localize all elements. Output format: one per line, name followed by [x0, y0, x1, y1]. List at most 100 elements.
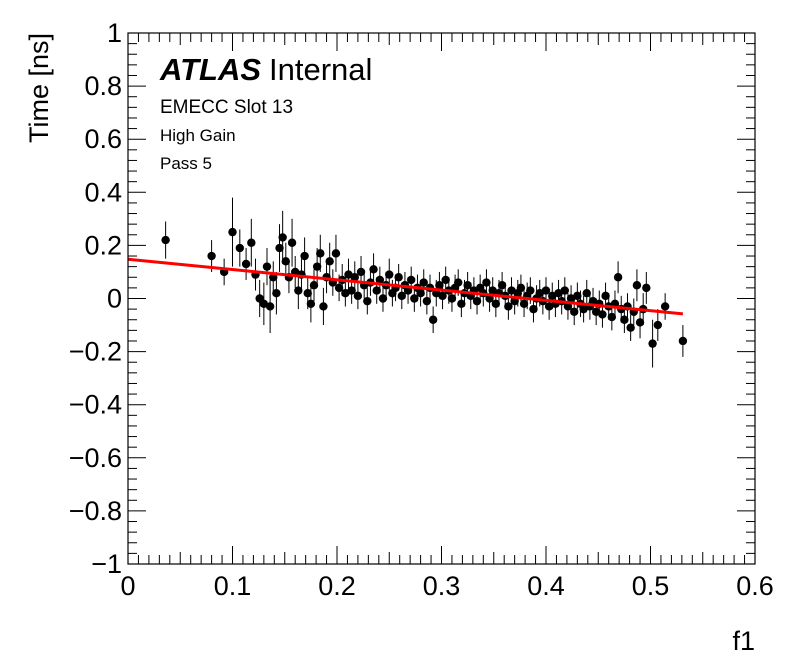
- data-point: [441, 275, 450, 285]
- fit-line: [127, 257, 684, 316]
- data-point: [566, 294, 576, 303]
- x-tick-label: 0.3: [423, 571, 461, 601]
- x-tick-label: 0.1: [214, 571, 252, 601]
- data-point: [394, 273, 403, 282]
- data-point: [410, 294, 419, 303]
- data-point: [516, 283, 526, 293]
- data-point: [272, 288, 281, 298]
- y-tick-label: −0.6: [69, 443, 122, 473]
- data-point: [341, 288, 350, 298]
- data-point: [363, 296, 372, 306]
- data-point: [303, 288, 312, 298]
- y-tick-label: 1: [107, 18, 122, 48]
- data-point: [378, 294, 388, 303]
- data-point: [579, 304, 588, 314]
- data-point: [457, 299, 466, 309]
- data-point: [454, 278, 463, 287]
- data-point: [560, 286, 570, 295]
- data-point: [275, 243, 284, 253]
- plot-frame: [127, 32, 756, 565]
- status-text: Internal: [269, 52, 372, 87]
- data-point: [331, 249, 341, 258]
- data-point: [507, 286, 516, 295]
- data-point: [601, 291, 610, 301]
- y-tick-label: −0.4: [69, 390, 122, 420]
- data-point: [207, 251, 216, 261]
- data-point: [548, 291, 557, 301]
- data-point: [419, 278, 428, 287]
- data-point: [588, 296, 598, 306]
- annotation-line-3: Pass 5: [160, 154, 212, 173]
- x-tick-label: 0.5: [632, 571, 670, 601]
- data-point: [529, 304, 538, 314]
- data-point: [491, 299, 501, 309]
- data-point: [660, 302, 670, 311]
- data-point: [519, 299, 529, 309]
- data-point: [265, 302, 275, 311]
- data-point: [416, 288, 425, 298]
- experiment-label: ATLAS Internal: [159, 52, 372, 87]
- data-point: [281, 257, 290, 266]
- data-point: [607, 312, 617, 322]
- data-point: [541, 286, 551, 295]
- annotation-line-2: High Gain: [160, 126, 236, 145]
- data-point: [544, 302, 554, 311]
- data-point: [312, 262, 322, 271]
- x-axis-label: f1: [732, 626, 755, 656]
- data-point: [259, 299, 269, 309]
- data-point: [385, 270, 394, 279]
- data-point: [626, 323, 635, 332]
- y-tick-label: 0: [107, 284, 122, 314]
- data-point: [570, 307, 579, 316]
- data-point: [463, 281, 472, 290]
- x-tick-label: 0: [120, 571, 135, 601]
- x-tick-label: 0.6: [736, 571, 774, 601]
- data-point: [582, 288, 591, 298]
- x-tick-labels: 0 0.1 0.2 0.3 0.4 0.5 0.6: [120, 571, 773, 601]
- data-point: [591, 307, 601, 316]
- data-point: [422, 296, 432, 306]
- y-axis-label: Time [ns]: [24, 33, 54, 143]
- data-point: [161, 235, 170, 245]
- y-tick-label: −0.8: [69, 496, 122, 526]
- annotation-line-1: EMECC Slot 13: [160, 97, 293, 118]
- data-point: [472, 296, 482, 306]
- data-point: [247, 238, 256, 247]
- y-tick-label: −1: [91, 549, 122, 579]
- y-tick-label: 0.6: [84, 124, 122, 154]
- data-point: [635, 318, 645, 327]
- data-point: [353, 291, 363, 301]
- data-point: [375, 275, 385, 285]
- data-point: [300, 251, 309, 261]
- data-point: [356, 267, 366, 277]
- data-point: [504, 302, 513, 311]
- x-tick-label: 0.2: [318, 571, 356, 601]
- data-point: [535, 288, 544, 298]
- data-point: [397, 291, 406, 301]
- data-point: [309, 281, 319, 290]
- data-point: [573, 291, 582, 301]
- y-tick-label: −0.2: [69, 337, 122, 367]
- data-point: [554, 288, 563, 298]
- data-point: [526, 286, 535, 295]
- data-point: [488, 286, 497, 295]
- data-point: [653, 320, 663, 330]
- y-tick-label: 0.4: [84, 177, 122, 207]
- data-point: [344, 270, 353, 279]
- data-point: [350, 273, 359, 282]
- data-point: [428, 315, 438, 324]
- data-point: [406, 275, 416, 285]
- data-point: [648, 339, 657, 348]
- data-point: [278, 233, 287, 242]
- data-point: [563, 302, 573, 311]
- y-tick-label: 0.8: [84, 71, 122, 101]
- y-tick-label: 0.2: [84, 230, 122, 260]
- data-point: [369, 265, 378, 274]
- data-point: [613, 273, 623, 282]
- data-point: [306, 299, 316, 309]
- data-point: [294, 286, 303, 295]
- x-tick-label: 0.4: [527, 571, 565, 601]
- data-point: [482, 278, 491, 287]
